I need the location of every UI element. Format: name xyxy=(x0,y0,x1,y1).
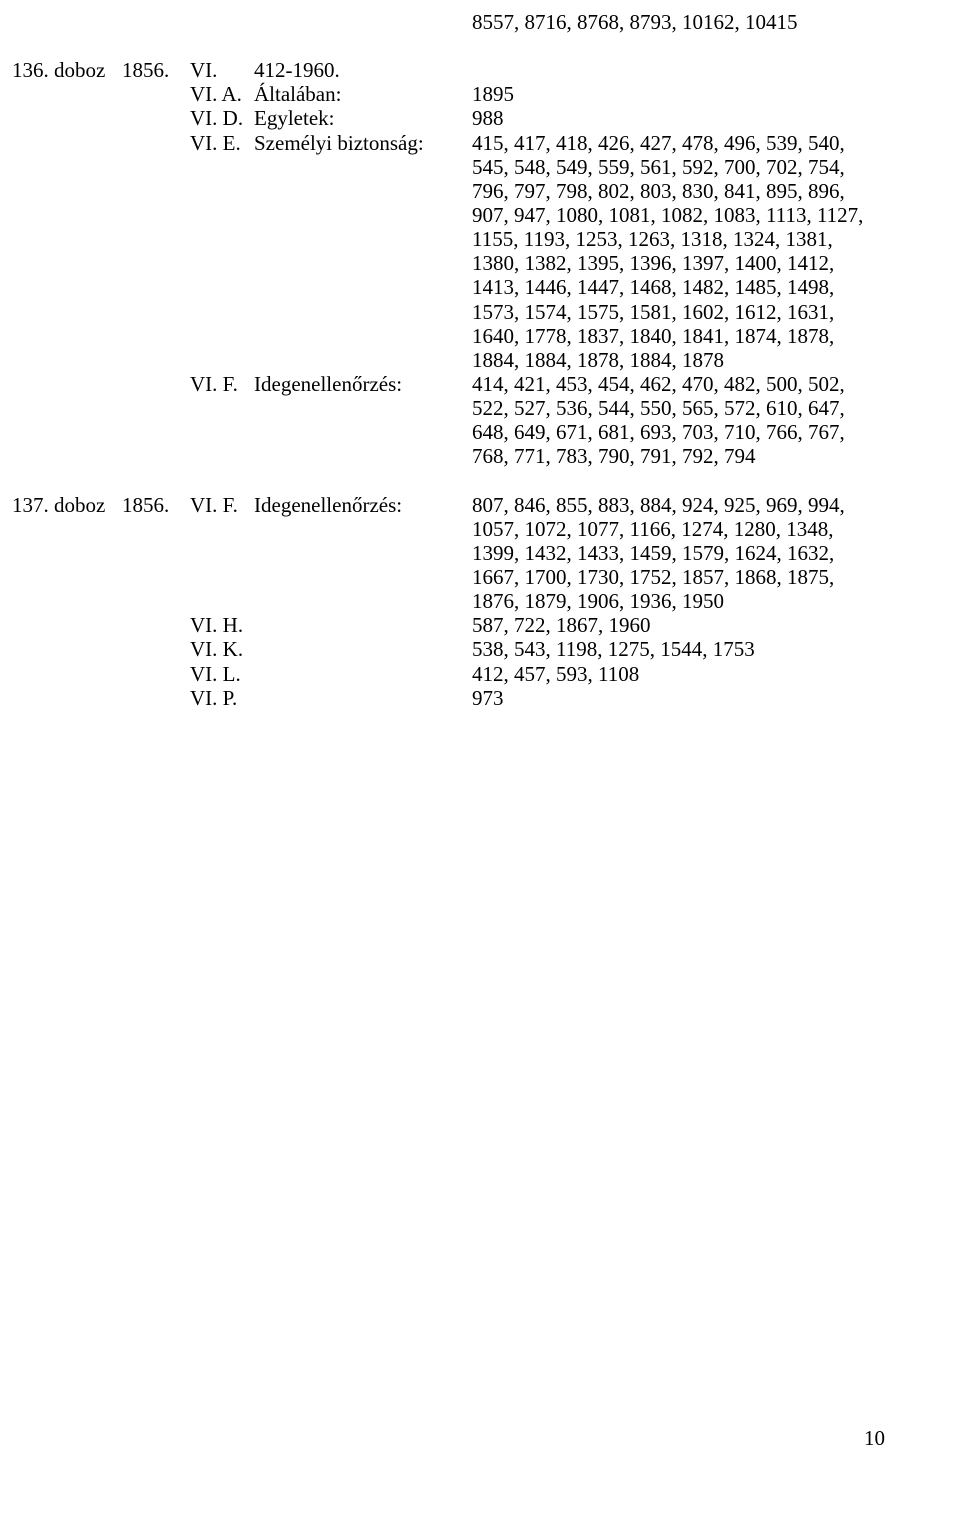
values: 412, 457, 593, 1108 xyxy=(472,662,885,686)
code: VI. F. xyxy=(190,372,254,396)
values: 973 xyxy=(472,686,885,710)
code: VI. A. xyxy=(190,82,254,106)
box-label: 137. doboz xyxy=(12,493,122,517)
category-label: Idegenellenőrzés: xyxy=(254,493,472,517)
category-label: 412-1960. xyxy=(254,58,472,82)
entry-row: VI. A. Általában: 1895 xyxy=(12,82,885,106)
entry-row: VI. E. Személyi biztonság: 415, 417, 418… xyxy=(12,131,885,372)
page: 8557, 8716, 8768, 8793, 10162, 10415 136… xyxy=(0,0,960,1480)
code: VI. H. xyxy=(190,613,254,637)
year: 1856. xyxy=(122,493,190,517)
code: VI. P. xyxy=(190,686,254,710)
code: VI. L. xyxy=(190,662,254,686)
entry-block: 136. doboz 1856. VI. 412-1960. VI. A. Ál… xyxy=(12,58,885,468)
entry-row: VI. H. 587, 722, 1867, 1960 xyxy=(12,613,885,637)
category-label: Személyi biztonság: xyxy=(254,131,472,155)
continuation-numbers: 8557, 8716, 8768, 8793, 10162, 10415 xyxy=(472,10,885,34)
entry-row: VI. D. Egyletek: 988 xyxy=(12,106,885,130)
category-label: Idegenellenőrzés: xyxy=(254,372,472,396)
category-label: Egyletek: xyxy=(254,106,472,130)
entry-row: VI. L. 412, 457, 593, 1108 xyxy=(12,662,885,686)
values: 414, 421, 453, 454, 462, 470, 482, 500, … xyxy=(472,372,885,469)
entry-row: VI. P. 973 xyxy=(12,686,885,710)
category-label: Általában: xyxy=(254,82,472,106)
values: 538, 543, 1198, 1275, 1544, 1753 xyxy=(472,637,885,661)
entry-row: VI. K. 538, 543, 1198, 1275, 1544, 1753 xyxy=(12,637,885,661)
values: 415, 417, 418, 426, 427, 478, 496, 539, … xyxy=(472,131,885,372)
entry-block: 137. doboz 1856. VI. F. Idegenellenőrzés… xyxy=(12,493,885,710)
code: VI. F. xyxy=(190,493,254,517)
entry-row: 137. doboz 1856. VI. F. Idegenellenőrzés… xyxy=(12,493,885,614)
values: 1895 xyxy=(472,82,885,106)
values: 807, 846, 855, 883, 884, 924, 925, 969, … xyxy=(472,493,885,614)
values: 587, 722, 1867, 1960 xyxy=(472,613,885,637)
code: VI. D. xyxy=(190,106,254,130)
entry-row: 136. doboz 1856. VI. 412-1960. xyxy=(12,58,885,82)
values: 988 xyxy=(472,106,885,130)
code: VI. K. xyxy=(190,637,254,661)
page-number: 10 xyxy=(864,1426,885,1450)
code: VI. E. xyxy=(190,131,254,155)
box-label: 136. doboz xyxy=(12,58,122,82)
code: VI. xyxy=(190,58,254,82)
entry-row: VI. F. Idegenellenőrzés: 414, 421, 453, … xyxy=(12,372,885,469)
year: 1856. xyxy=(122,58,190,82)
